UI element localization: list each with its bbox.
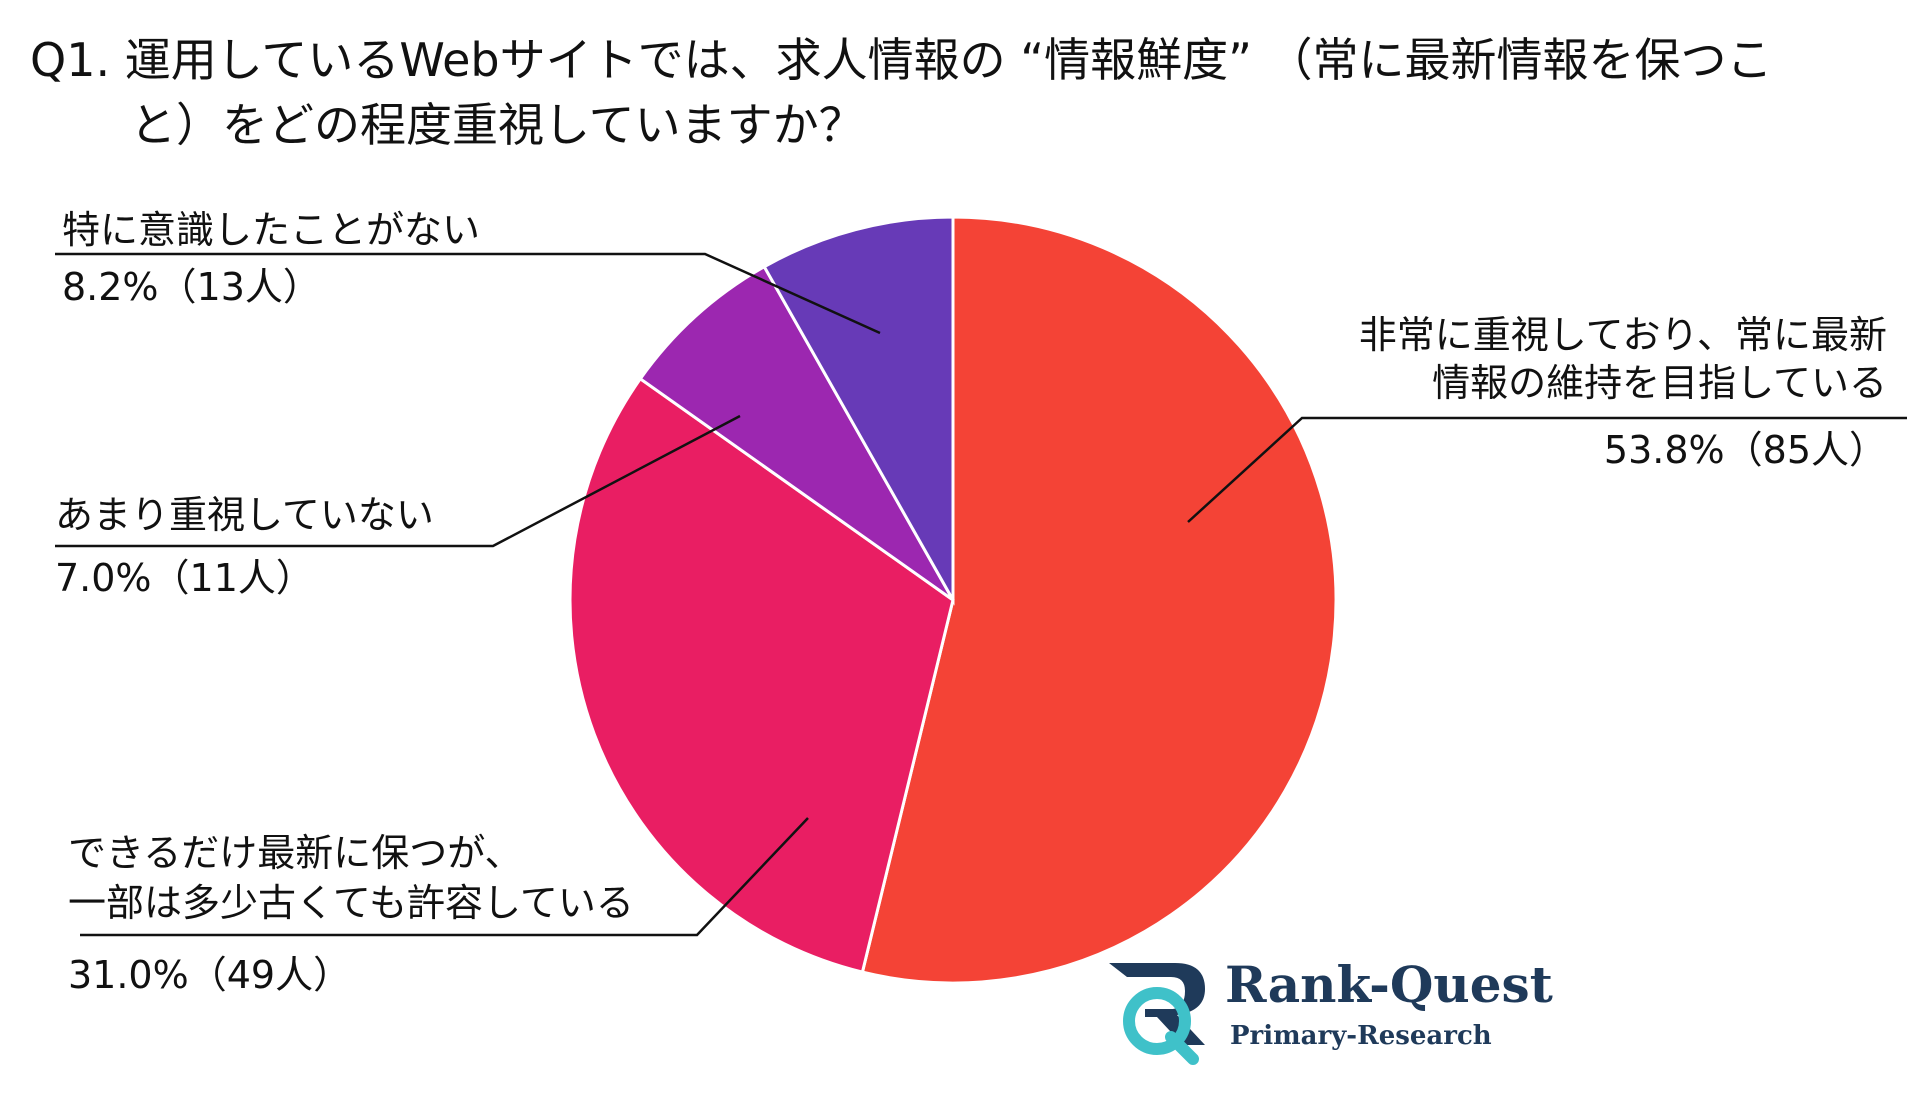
slice-value-2: 7.0%（11人） bbox=[55, 556, 314, 600]
logo-name: Rank-Quest bbox=[1225, 955, 1553, 1014]
leader-line-1 bbox=[80, 817, 809, 937]
slice-label-1-line-2: 一部は多少古くても許容している bbox=[68, 881, 634, 925]
slice-value-0: 53.8%（85人） bbox=[1603, 428, 1887, 472]
leader-line-0 bbox=[1187, 416, 1907, 523]
slice-label-2: あまり重視していない bbox=[55, 493, 434, 537]
slice-label-0-line-2: 情報の維持を目指している bbox=[1432, 361, 1887, 405]
rank-quest-logo: Rank-Quest Primary-Research bbox=[1105, 955, 1553, 1065]
slice-value-3: 8.2%（13人） bbox=[62, 265, 321, 309]
slice-label-0-line-1: 非常に重視しており、常に最新 bbox=[1358, 313, 1887, 357]
slice-label-1-line-1: できるだけ最新に保つが、 bbox=[68, 831, 523, 875]
chart-title-line-2: と）をどの程度重視していますか？ bbox=[130, 98, 865, 152]
leader-line-3 bbox=[55, 252, 881, 335]
rank-quest-logo-mark bbox=[1109, 963, 1205, 1065]
pie-slice-0 bbox=[860, 215, 1338, 985]
pie-slice-3 bbox=[762, 215, 955, 606]
slice-value-1: 31.0%（49人） bbox=[68, 953, 352, 997]
slice-label-3: 特に意識したことがない bbox=[62, 208, 481, 252]
pie-slice-1 bbox=[568, 376, 955, 974]
logo-subtitle: Primary-Research bbox=[1230, 1021, 1492, 1051]
chart-title-line-1: Q1. 運用しているWebサイトでは、求人情報の “情報鮮度” （常に最新情報を… bbox=[30, 33, 1773, 87]
pie-slice-2 bbox=[638, 264, 955, 602]
leader-line-2 bbox=[55, 414, 741, 548]
